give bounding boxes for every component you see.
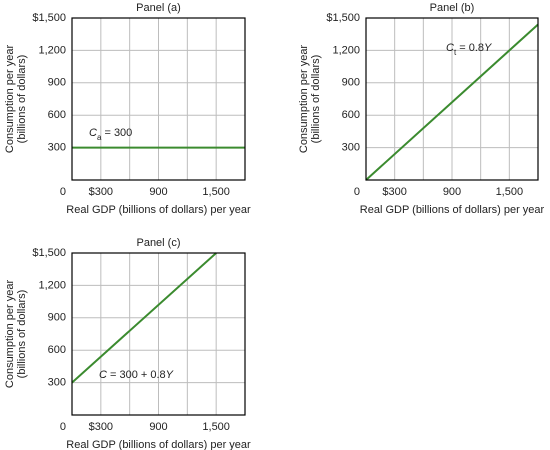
y-tick-label: 1,200 <box>332 44 360 56</box>
y-axis-label: (billions of dollars) <box>310 55 322 144</box>
y-tick-label: $1,500 <box>32 12 66 24</box>
y-tick-label: 900 <box>342 77 360 89</box>
y-tick-label: 600 <box>342 109 360 121</box>
y-tick-label: 900 <box>48 77 66 89</box>
x-tick-label: $300 <box>89 186 113 198</box>
annotation-part: C <box>99 369 107 381</box>
x-axis-label: Real GDP (billions of dollars) per year <box>360 204 545 216</box>
y-tick-label: 300 <box>48 142 66 154</box>
annotation-part: C <box>89 127 97 139</box>
x-tick-label: 0 <box>354 186 360 198</box>
data-line <box>365 23 539 181</box>
x-tick-label: 1,500 <box>202 186 230 198</box>
x-tick-label: 1,500 <box>496 186 524 198</box>
annotation-part: C <box>446 42 454 54</box>
y-tick-label: 300 <box>48 377 66 389</box>
line-annotation: C = 300 + 0.8Y <box>99 369 174 381</box>
y-axis-label: (billions of dollars) <box>16 55 28 144</box>
y-tick-label: $1,500 <box>326 12 360 24</box>
line-annotation: Ct = 0.8Y <box>446 42 492 57</box>
line-annotation: Ca = 300 <box>89 127 132 142</box>
annotation-part: t <box>454 48 457 57</box>
panel: Panel (a) 300 600 900 1,200 $1,500 0 $300 900 1,5… <box>4 2 251 216</box>
panel-title: Panel (c) <box>136 237 180 249</box>
y-tick-label: 1,200 <box>38 279 66 291</box>
plot-frame <box>71 17 246 181</box>
plot-frame <box>71 252 246 416</box>
x-tick-label: 900 <box>443 186 461 198</box>
x-tick-label: $300 <box>382 186 406 198</box>
y-tick-label: 900 <box>48 312 66 324</box>
annotation-part: = 0.8 <box>456 42 484 54</box>
y-tick-label: $1,500 <box>32 247 66 259</box>
panel-title: Panel (a) <box>136 2 181 14</box>
panel: Panel (b) 300 600 900 1,200 $1,500 0 $300 900 1,5… <box>298 2 545 216</box>
y-tick-label: 1,200 <box>38 44 66 56</box>
x-tick-label: 0 <box>60 421 66 433</box>
x-tick-label: 900 <box>149 186 167 198</box>
data-line <box>71 252 217 384</box>
panel-title: Panel (b) <box>430 2 475 14</box>
annotation-part: = 300 <box>101 127 132 139</box>
panel: Panel (c) 300 600 900 1,200 $1,500 0 $300 900 1,5… <box>4 237 251 450</box>
x-tick-label: 0 <box>60 186 66 198</box>
y-axis-label: (billions of dollars) <box>16 290 28 379</box>
y-axis-label: Consumption per year <box>4 45 16 154</box>
annotation-part: Y <box>166 369 174 381</box>
plot-frame <box>365 17 539 181</box>
x-axis-label: Real GDP (billions of dollars) per year <box>66 439 251 450</box>
x-tick-label: $300 <box>89 421 113 433</box>
annotation-part: a <box>97 133 102 142</box>
annotation-part: = 300 + 0.8 <box>107 369 166 381</box>
annotation-part: Y <box>484 42 492 54</box>
y-tick-label: 600 <box>48 109 66 121</box>
x-axis-label: Real GDP (billions of dollars) per year <box>66 204 251 216</box>
y-tick-label: 600 <box>48 344 66 356</box>
y-tick-label: 300 <box>342 142 360 154</box>
x-tick-label: 1,500 <box>202 421 230 433</box>
y-axis-label: Consumption per year <box>298 45 310 154</box>
y-axis-label: Consumption per year <box>4 280 16 389</box>
x-tick-label: 900 <box>149 421 167 433</box>
